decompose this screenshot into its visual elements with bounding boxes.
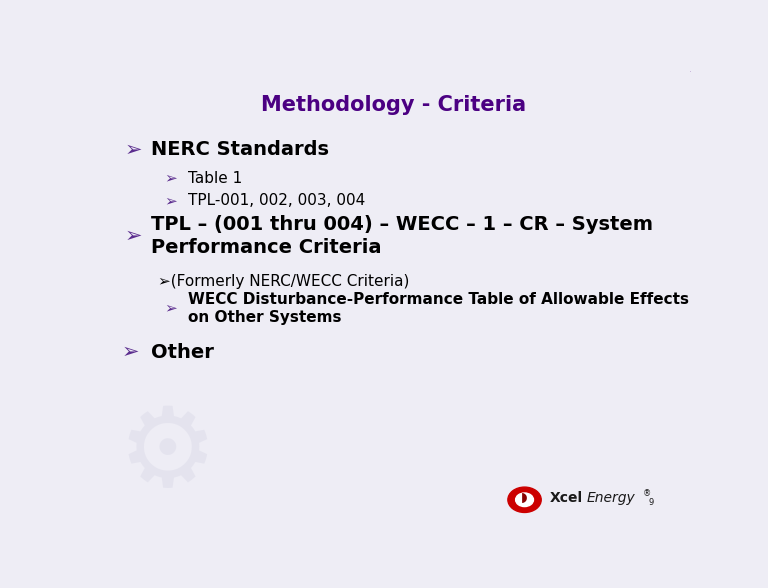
- Text: TPL-001, 002, 003, 004: TPL-001, 002, 003, 004: [188, 193, 366, 209]
- Text: ➢: ➢: [164, 300, 177, 316]
- Text: 9: 9: [648, 497, 654, 506]
- Circle shape: [515, 493, 534, 507]
- Text: Table 1: Table 1: [188, 171, 243, 186]
- Text: Methodology - Criteria: Methodology - Criteria: [261, 95, 526, 115]
- Text: ➢(Formerly NERC/WECC Criteria): ➢(Formerly NERC/WECC Criteria): [158, 275, 410, 289]
- Text: ➢: ➢: [164, 193, 177, 209]
- Text: ➢: ➢: [121, 342, 139, 362]
- Text: Xcel: Xcel: [550, 490, 583, 505]
- Circle shape: [508, 487, 541, 513]
- Text: ◗: ◗: [521, 492, 528, 505]
- Text: ®: ®: [642, 489, 650, 498]
- Text: NERC Standards: NERC Standards: [151, 141, 329, 159]
- FancyBboxPatch shape: [89, 67, 695, 528]
- Text: ⚙: ⚙: [118, 402, 217, 509]
- Text: Other: Other: [151, 343, 214, 362]
- Text: ➢: ➢: [124, 140, 142, 160]
- Text: WECC Disturbance-Performance Table of Allowable Effects
on Other Systems: WECC Disturbance-Performance Table of Al…: [188, 292, 689, 325]
- Text: ➢: ➢: [164, 171, 177, 186]
- Text: TPL – (001 thru 004) – WECC – 1 – CR – System
Performance Criteria: TPL – (001 thru 004) – WECC – 1 – CR – S…: [151, 215, 653, 257]
- Text: Energy: Energy: [587, 490, 636, 505]
- Text: ➢: ➢: [124, 226, 142, 246]
